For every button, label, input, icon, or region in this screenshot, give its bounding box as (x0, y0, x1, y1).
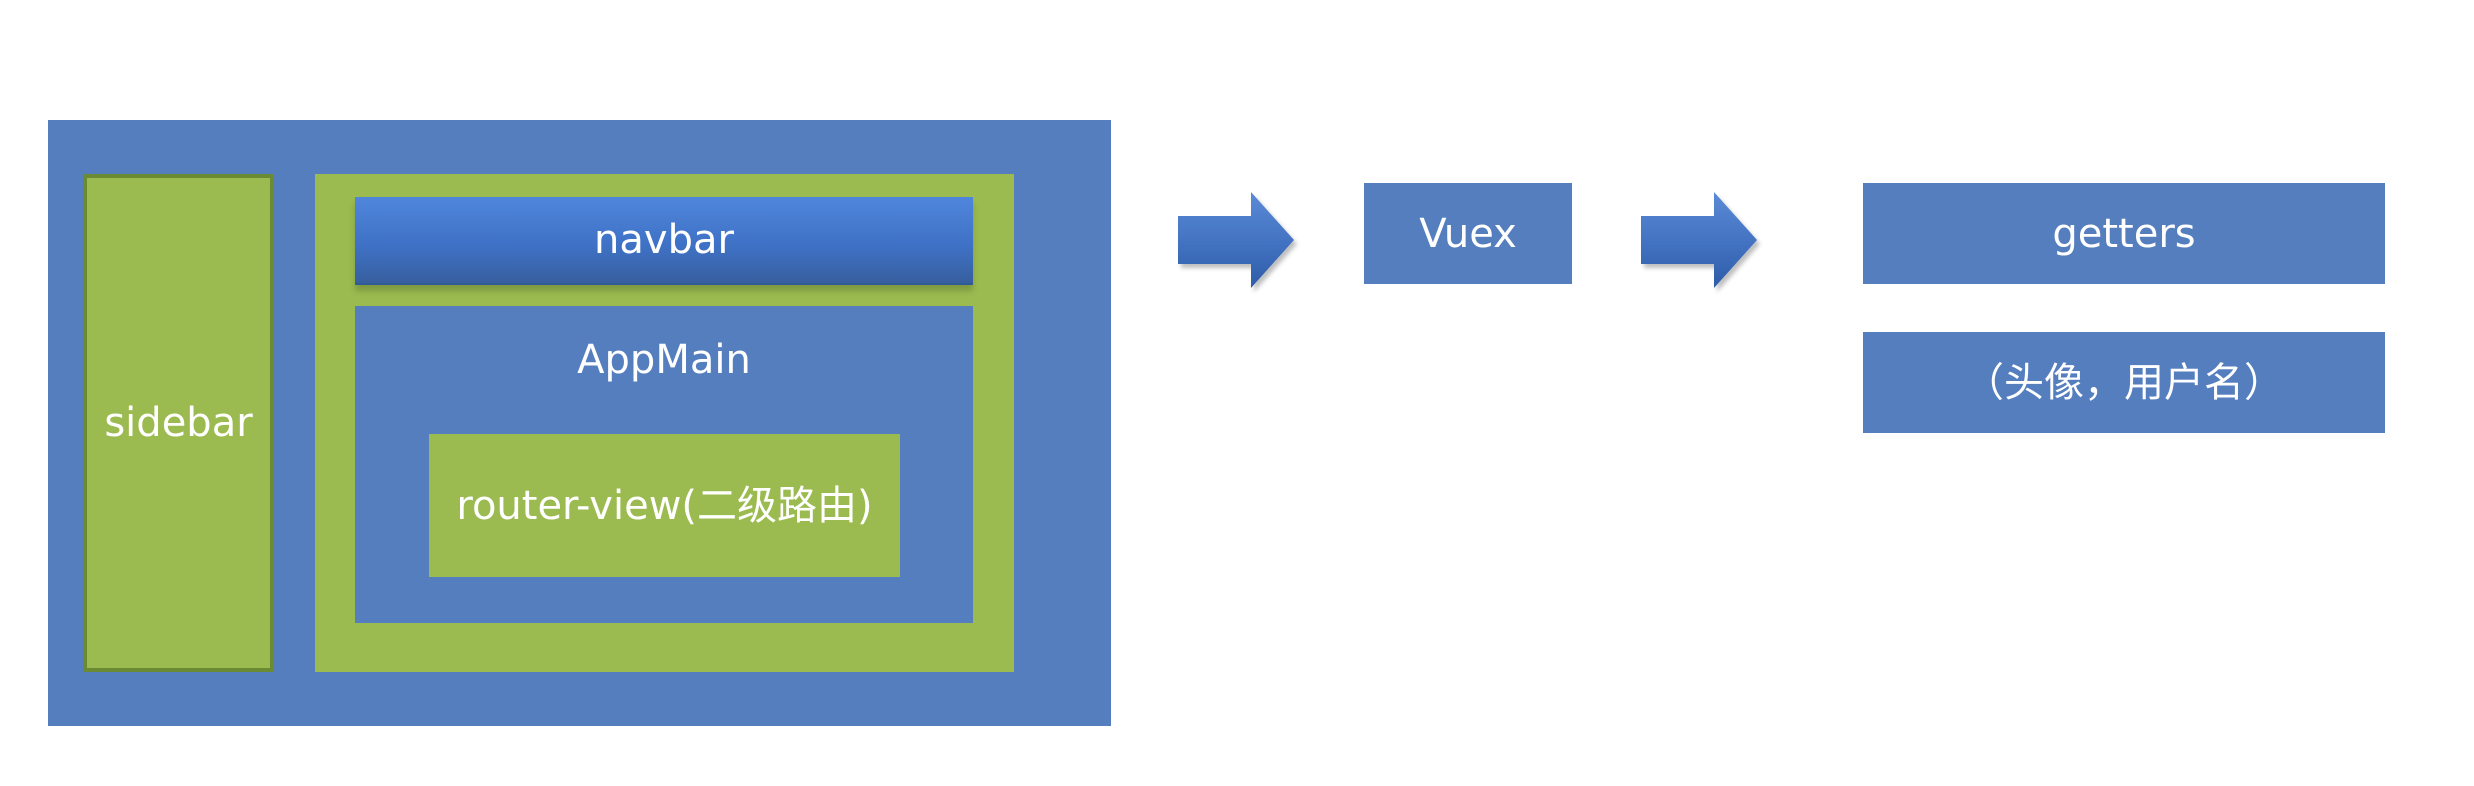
getters-box: getters (1863, 183, 2385, 284)
avatar-user-box: （头像，用户名） (1863, 332, 2385, 433)
appmain-label: AppMain (355, 340, 973, 380)
sidebar-label: sidebar (104, 403, 252, 443)
vuex-label: Vuex (1419, 214, 1517, 254)
getters-label: getters (2052, 214, 2195, 254)
arrow-right-icon (1178, 192, 1300, 288)
router-view-box: router-view(二级路由) (429, 434, 900, 577)
navbar-box: navbar (355, 197, 973, 285)
sidebar-box: sidebar (83, 174, 274, 672)
avatar-user-label: （头像，用户名） (1964, 363, 2284, 403)
navbar-label: navbar (594, 220, 734, 260)
arrow-right-icon (1641, 192, 1763, 288)
vuex-box: Vuex (1364, 183, 1572, 284)
router-view-label: router-view(二级路由) (456, 486, 872, 526)
